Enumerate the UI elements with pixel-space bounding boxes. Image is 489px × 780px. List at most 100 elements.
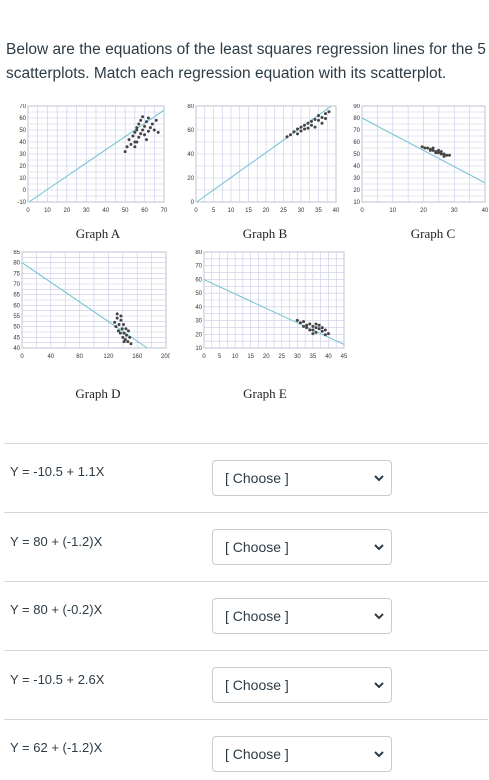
data-point	[431, 146, 435, 150]
data-point	[150, 122, 154, 126]
x-tick-label: 45	[341, 354, 348, 360]
data-point	[311, 328, 315, 332]
y-tick-label: 85	[13, 250, 20, 256]
y-tick-label: 60	[353, 140, 360, 146]
y-tick-label: 20	[19, 164, 26, 170]
data-point	[423, 146, 427, 150]
chevron-down-icon	[374, 613, 384, 620]
data-point	[124, 327, 128, 331]
data-point	[135, 140, 139, 144]
row-divider	[4, 443, 488, 444]
y-tick-label: 80	[187, 104, 194, 110]
y-tick-label: 65	[13, 293, 20, 299]
x-tick-label: 40	[333, 208, 340, 214]
graph-e-caption: Graph E	[243, 386, 287, 401]
data-point	[135, 126, 139, 130]
data-point	[131, 134, 135, 138]
x-tick-label: 50	[122, 208, 129, 214]
data-point	[308, 322, 312, 326]
data-point	[305, 326, 309, 330]
x-tick-label: 0	[202, 354, 206, 360]
graph-select-4[interactable]: [ Choose ]	[212, 667, 392, 703]
graph-select-5[interactable]: [ Choose ]	[212, 736, 392, 772]
graph-c-caption: Graph C	[410, 226, 456, 241]
data-point	[317, 323, 321, 327]
data-point	[146, 116, 150, 120]
data-point	[148, 126, 152, 130]
equation-label-3: Y = 80 + (-0.2)X	[10, 602, 103, 617]
x-tick-label: 70	[161, 208, 168, 214]
x-tick-label: 35	[315, 208, 322, 214]
y-tick-label: 50	[13, 325, 20, 331]
x-tick-label: 10	[228, 208, 235, 214]
y-tick-label: 70	[13, 282, 20, 288]
equation-label-4: Y = -10.5 + 2.6X	[10, 672, 105, 687]
y-tick-label: 60	[13, 303, 20, 309]
data-point	[135, 128, 139, 132]
equation-label-5: Y = 62 + (-1.2)X	[10, 740, 103, 755]
data-point	[437, 151, 441, 155]
row-divider	[4, 512, 488, 513]
y-tick-label: 70	[195, 264, 202, 270]
x-tick-label: 20	[64, 208, 71, 214]
data-point	[121, 335, 125, 339]
data-point	[116, 329, 120, 333]
y-tick-label: 60	[195, 277, 202, 283]
data-point	[114, 325, 118, 329]
data-point	[320, 326, 324, 330]
x-tick-label: 20	[420, 208, 427, 214]
data-point	[146, 129, 150, 133]
graph-select-1[interactable]: [ Choose ]	[212, 460, 392, 496]
x-tick-label: 25	[278, 354, 285, 360]
graph-b-plot: 0 5 10 15 20 25 30 35 40 0 20 40 60 80	[182, 104, 340, 214]
data-point	[156, 130, 160, 134]
graph-select-2[interactable]: [ Choose ]	[212, 529, 392, 565]
data-point	[126, 329, 130, 333]
data-point	[428, 148, 432, 152]
x-tick-label: 20	[263, 354, 270, 360]
data-point	[314, 330, 318, 334]
x-tick-label: 0	[20, 354, 24, 360]
data-point	[320, 329, 324, 333]
y-tick-label: 40	[13, 346, 20, 352]
x-tick-label: 30	[294, 354, 301, 360]
regression-line	[361, 117, 486, 184]
row-divider	[4, 719, 488, 720]
x-tick-label: 10	[389, 208, 396, 214]
data-point	[285, 135, 289, 139]
y-tick-label: 80	[13, 261, 20, 267]
data-point	[118, 331, 122, 335]
data-point	[141, 115, 145, 119]
data-point	[129, 342, 133, 346]
data-point	[314, 326, 318, 330]
y-tick-label: 80	[353, 116, 360, 122]
y-tick-label: 10	[353, 200, 360, 206]
chevron-down-icon	[374, 544, 384, 551]
row-divider	[4, 650, 488, 651]
graph-d-caption: Graph D	[75, 386, 121, 401]
data-point	[302, 324, 306, 328]
y-tick-label: 40	[19, 140, 26, 146]
data-point	[437, 148, 441, 152]
x-tick-label: 0	[194, 208, 198, 214]
x-tick-label: 120	[103, 354, 114, 360]
data-point	[133, 145, 137, 149]
data-point	[314, 322, 318, 326]
y-tick-label: 30	[353, 176, 360, 182]
data-point	[292, 130, 296, 134]
y-tick-label: 0	[23, 188, 27, 194]
y-tick-label: 75	[13, 271, 20, 277]
graph-select-3[interactable]: [ Choose ]	[212, 598, 392, 634]
data-point	[129, 142, 133, 146]
equation-label-1: Y = -10.5 + 1.1X	[10, 464, 105, 479]
data-point	[139, 118, 143, 122]
graph-e-svg: 0 5 10 15 20 25 30 35 40 45 10 20 30 40 50 60 70 80	[195, 250, 348, 360]
data-point	[299, 129, 303, 133]
data-point	[115, 312, 119, 316]
data-point	[117, 323, 121, 327]
data-point	[122, 331, 126, 335]
data-point	[119, 318, 123, 322]
data-point	[121, 323, 125, 327]
graph-e-plot: 0 5 10 15 20 25 30 35 40 45 10 20 30 40 50 60 70 80	[190, 250, 348, 360]
